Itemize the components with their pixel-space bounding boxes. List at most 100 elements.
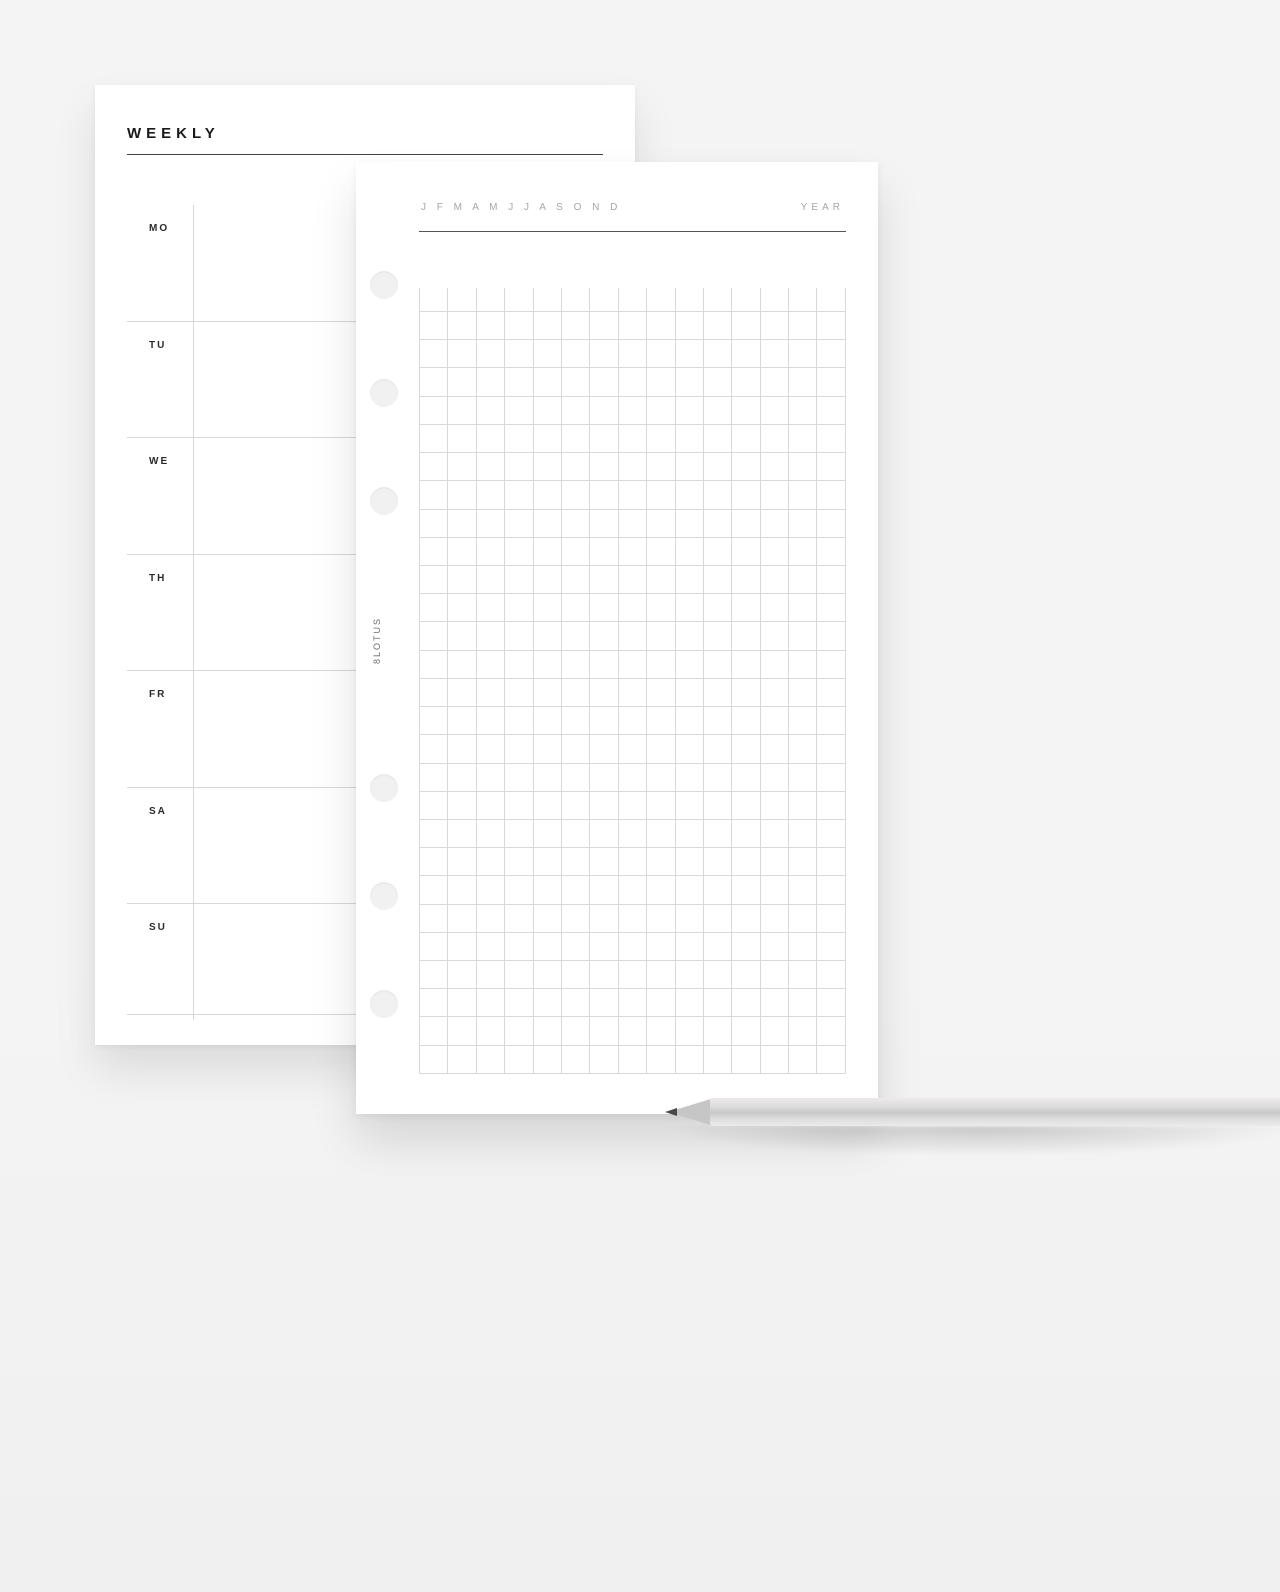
grid-cell xyxy=(675,650,703,678)
grid-cell xyxy=(675,340,703,368)
ring-hole xyxy=(370,882,398,910)
grid-cell xyxy=(760,961,788,989)
grid-cell xyxy=(647,537,675,565)
grid-cell xyxy=(703,396,731,424)
grid-cell xyxy=(533,904,561,932)
grid-cell xyxy=(647,368,675,396)
grid-cell xyxy=(505,707,533,735)
grid-cell xyxy=(618,678,646,706)
grid-cell xyxy=(618,453,646,481)
grid-cell xyxy=(561,678,589,706)
grid-cell xyxy=(732,819,760,847)
grid-cell xyxy=(533,453,561,481)
grid-cell xyxy=(703,368,731,396)
grid-cell xyxy=(420,763,448,791)
grid-cell xyxy=(505,288,533,312)
grid-cell xyxy=(561,876,589,904)
grid-cell xyxy=(703,312,731,340)
grid-cell xyxy=(476,509,504,537)
grid-cell xyxy=(476,1045,504,1073)
grid-cell xyxy=(448,763,476,791)
grid-cell xyxy=(732,932,760,960)
weekly-day-label: WE xyxy=(149,456,169,467)
grid-cell xyxy=(618,481,646,509)
grid-cell xyxy=(618,763,646,791)
grid-cell xyxy=(420,904,448,932)
grid-cell xyxy=(675,932,703,960)
grid-cell xyxy=(505,565,533,593)
grid-cell xyxy=(675,876,703,904)
grid-cell xyxy=(420,481,448,509)
grid-cell xyxy=(561,368,589,396)
grid-cell xyxy=(533,424,561,452)
grid-cell xyxy=(505,932,533,960)
grid-cell xyxy=(476,763,504,791)
grid-cell xyxy=(590,650,618,678)
grid-cell xyxy=(618,312,646,340)
grid-cell xyxy=(789,509,817,537)
grid-cell xyxy=(476,735,504,763)
grid-cell xyxy=(732,904,760,932)
grid-cell xyxy=(732,791,760,819)
grid-cell xyxy=(703,735,731,763)
grid-cell xyxy=(760,707,788,735)
grid-cell xyxy=(476,848,504,876)
grid-cell xyxy=(533,735,561,763)
grid-cell xyxy=(618,961,646,989)
grid-cell xyxy=(789,932,817,960)
grid-cell xyxy=(732,509,760,537)
grid-cell xyxy=(647,509,675,537)
weekly-day-label: FR xyxy=(149,689,166,700)
grid-cell xyxy=(533,594,561,622)
grid-cell xyxy=(647,312,675,340)
grid-cell xyxy=(590,961,618,989)
grid-cell xyxy=(760,791,788,819)
grid-cell xyxy=(647,763,675,791)
grid-cell xyxy=(732,368,760,396)
grid-cell xyxy=(732,707,760,735)
ring-hole xyxy=(370,487,398,515)
grid-cell xyxy=(420,876,448,904)
weekly-divider xyxy=(193,322,194,438)
grid-cell xyxy=(732,537,760,565)
grid-cell xyxy=(618,594,646,622)
grid-cell xyxy=(703,904,731,932)
grid-cell xyxy=(618,622,646,650)
grid-cell xyxy=(476,340,504,368)
grid-cell xyxy=(533,288,561,312)
grid-cell xyxy=(618,932,646,960)
weekly-title: WEEKLY xyxy=(127,125,603,142)
grid-cell xyxy=(420,989,448,1017)
grid-cell xyxy=(505,312,533,340)
grid-cell xyxy=(448,594,476,622)
grid-cell xyxy=(703,424,731,452)
grid-cell xyxy=(789,622,817,650)
grid-cell xyxy=(817,791,846,819)
grid-cell xyxy=(505,989,533,1017)
grid-cell xyxy=(618,565,646,593)
grid-cell xyxy=(732,989,760,1017)
grid-cell xyxy=(590,1045,618,1073)
grid-cell xyxy=(590,537,618,565)
grid-cell xyxy=(732,312,760,340)
grid-cell xyxy=(618,848,646,876)
grid-cell xyxy=(590,763,618,791)
grid-cell xyxy=(760,876,788,904)
grid-cell xyxy=(505,819,533,847)
grid-cell xyxy=(420,453,448,481)
grid-cell xyxy=(647,424,675,452)
grid-cell xyxy=(476,565,504,593)
grid-cell xyxy=(647,453,675,481)
weekly-day-label: TU xyxy=(149,340,166,351)
grid-cell xyxy=(533,876,561,904)
grid-cell xyxy=(760,1017,788,1045)
grid-cell xyxy=(505,848,533,876)
grid-cell xyxy=(760,989,788,1017)
grid-cell xyxy=(420,1017,448,1045)
months-label: J F M A M J J A S O N D xyxy=(421,202,621,213)
grid-cell xyxy=(760,509,788,537)
grid-cell xyxy=(448,1017,476,1045)
grid-cell xyxy=(561,622,589,650)
grid-cell xyxy=(817,735,846,763)
grid-cell xyxy=(590,453,618,481)
